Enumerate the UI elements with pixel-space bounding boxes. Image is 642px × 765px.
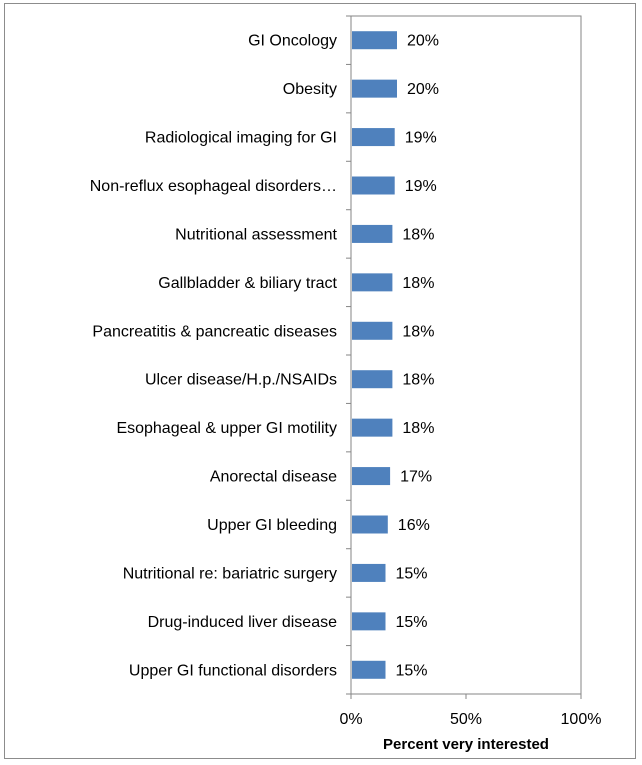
y-axis xyxy=(346,15,352,695)
bar xyxy=(352,128,395,147)
data-label: 18% xyxy=(402,226,434,243)
data-label: 18% xyxy=(402,372,434,389)
x-axis-ticks: 0% 50% 100% xyxy=(339,694,601,728)
bars-group xyxy=(352,31,397,679)
category-label: Anorectal disease xyxy=(210,469,337,486)
plot-area-border xyxy=(350,15,582,695)
category-label: Obesity xyxy=(283,81,337,98)
category-label: Ulcer disease/H.p./NSAIDs xyxy=(145,372,337,389)
category-label: Esophageal & upper GI motility xyxy=(116,420,337,437)
bar xyxy=(352,321,393,340)
category-label: Pancreatitis & pancreatic diseases xyxy=(92,323,337,340)
bar xyxy=(352,79,397,98)
chart-frame: GI Oncology Obesity Radiological imaging f… xyxy=(4,3,636,759)
category-labels: GI Oncology Obesity Radiological imaging f… xyxy=(90,33,338,680)
category-label: GI Oncology xyxy=(248,33,337,50)
category-label: Upper GI functional disorders xyxy=(129,662,337,679)
x-axis-title: Percent very interested xyxy=(383,736,549,753)
data-label: 18% xyxy=(402,275,434,292)
category-label: Gallbladder & biliary tract xyxy=(158,275,337,292)
bar xyxy=(352,467,391,486)
data-label: 20% xyxy=(407,33,439,50)
bar xyxy=(352,563,386,582)
bar xyxy=(352,273,393,292)
bar xyxy=(352,176,395,195)
data-label: 15% xyxy=(396,662,428,679)
category-label: Drug-induced liver disease xyxy=(148,614,338,631)
data-label: 18% xyxy=(402,420,434,437)
bar xyxy=(352,31,397,50)
bar xyxy=(352,612,386,631)
category-label: Non-reflux esophageal disorders… xyxy=(90,178,337,195)
bar xyxy=(352,660,386,679)
data-label: 17% xyxy=(400,469,432,486)
data-label: 19% xyxy=(405,130,437,147)
data-labels: 20% 20% 19% 19% 18% 18% 18% 18% 18% 17% 16% 15% 15% 1… xyxy=(396,33,440,680)
data-label: 15% xyxy=(396,565,428,582)
category-label: Nutritional assessment xyxy=(175,226,337,243)
category-label: Nutritional re: bariatric surgery xyxy=(123,565,337,582)
data-label: 20% xyxy=(407,81,439,98)
category-label: Radiological imaging for GI xyxy=(145,130,337,147)
data-label: 16% xyxy=(398,517,430,534)
bar xyxy=(352,370,393,389)
bar xyxy=(352,515,388,534)
x-tick-label: 100% xyxy=(561,711,602,728)
data-label: 18% xyxy=(402,323,434,340)
bar xyxy=(352,418,393,437)
x-tick-label: 0% xyxy=(339,711,362,728)
data-label: 19% xyxy=(405,178,437,195)
plot-area xyxy=(350,15,582,695)
category-label: Upper GI bleeding xyxy=(207,517,337,534)
x-tick-label: 50% xyxy=(450,711,482,728)
bar-chart: GI Oncology Obesity Radiological imaging f… xyxy=(90,15,601,753)
bar xyxy=(352,224,393,243)
data-label: 15% xyxy=(396,614,428,631)
